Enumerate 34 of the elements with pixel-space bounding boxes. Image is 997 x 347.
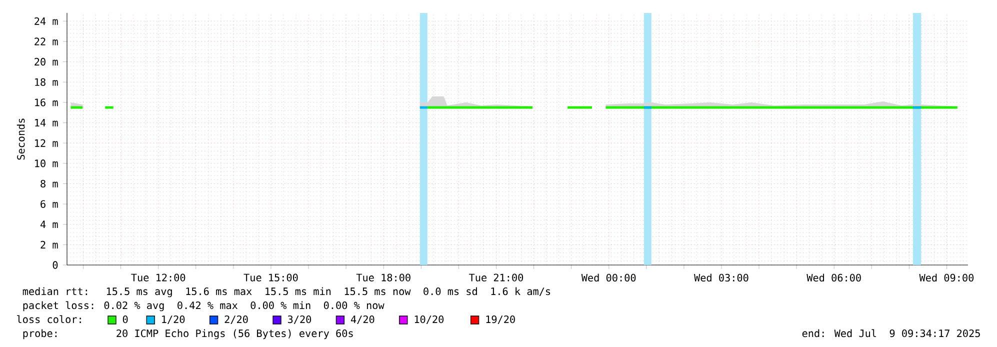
legend-label: 2/20 — [224, 315, 248, 324]
x-tick-label: Tue 18:00 — [356, 274, 410, 282]
x-tick-label: Tue 12:00 — [131, 274, 186, 282]
y-tick-label: 4 m — [40, 220, 58, 228]
y-tick-label: 16 m — [35, 98, 58, 106]
y-tick-label: 24 m — [34, 17, 58, 25]
y-tick-label: 8 m — [40, 180, 58, 188]
legend-label: 0 — [122, 315, 128, 324]
legend-label: 1/20 — [162, 315, 185, 324]
y-axis-title: Seconds — [16, 118, 25, 160]
y-tick-label: 14 m — [35, 119, 58, 126]
y-tick-label: 6 m — [40, 200, 58, 208]
legend-title: loss color: — [17, 315, 81, 324]
y-tick-label: 20 m — [34, 58, 58, 66]
y-tick-label: 22 m — [34, 38, 58, 46]
legend-label: 10/20 — [414, 315, 444, 324]
x-tick-label: Wed 00:00 — [581, 274, 636, 282]
y-tick-label: 12 m — [35, 139, 58, 147]
legend-label: 19/20 — [486, 315, 515, 324]
x-tick-label: Tue 21:00 — [469, 274, 524, 282]
y-tick-label: 10 m — [35, 160, 58, 168]
x-tick-label: Tue 15:00 — [244, 274, 298, 282]
x-tick-label: Wed 09:00 — [919, 274, 974, 282]
legend-label: 4/20 — [350, 315, 374, 324]
text: median rtt: 15.5 ms avg 15.6 ms max 15.5 ms min 15.5 ms now 0.0 ms sd 1.6 k am/s — [22, 287, 550, 298]
y-tick-label: 18 m — [35, 78, 58, 86]
y-tick-label: 0 — [52, 261, 58, 269]
text: end: Wed Jul 9 09:34:17 2025 — [802, 329, 980, 338]
x-tick-label: Wed 06:00 — [806, 274, 861, 282]
x-tick-label: Wed 03:00 — [694, 274, 748, 282]
y-tick-label: 2 m — [40, 240, 58, 248]
legend-label: 3/20 — [288, 315, 312, 324]
text: packet loss: 0.02 % avg 0.42 % max 0.00 % min 0.00 % now — [23, 301, 384, 312]
text: probe: 20 ICMP Echo Pings (56 Bytes) every 60s — [23, 329, 353, 340]
